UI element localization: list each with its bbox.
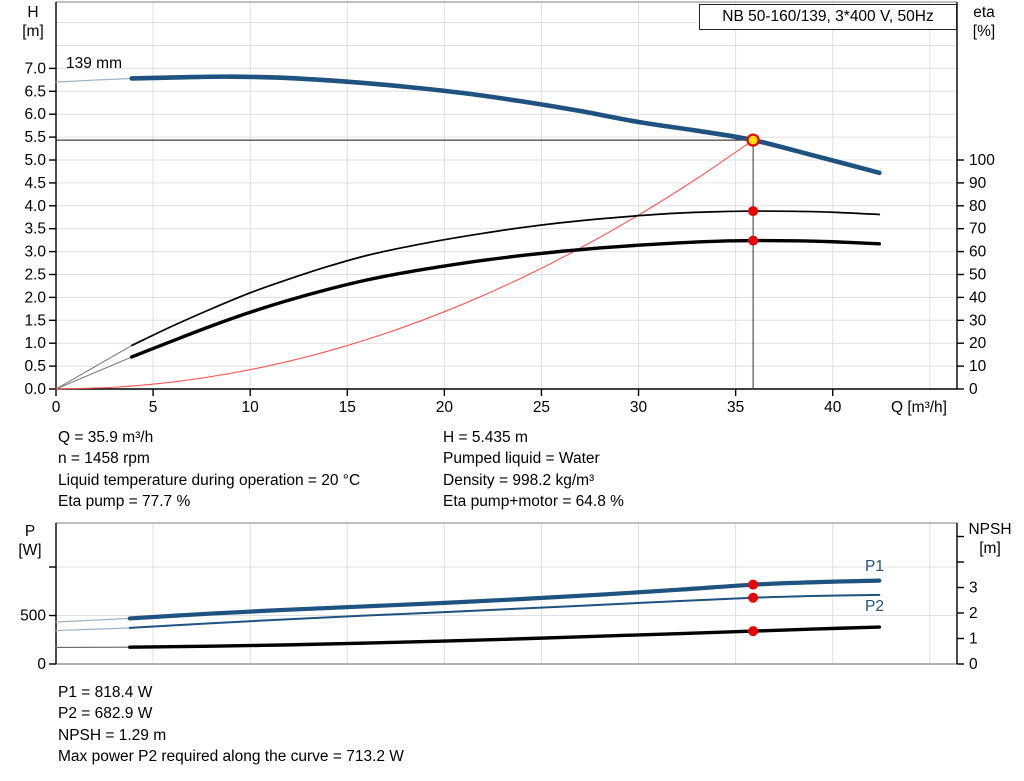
tick-label-right: 0 <box>969 656 978 673</box>
tick-label-left: 2.5 <box>24 267 46 284</box>
p-axis-title: P [W] <box>18 523 42 559</box>
tick-label-x: 20 <box>436 399 454 416</box>
power-info: P1 = 818.4 W P2 = 682.9 W NPSH = 1.29 m … <box>58 682 404 767</box>
tick-label-right: 10 <box>969 358 987 375</box>
info-eta-pump: Eta pump = 77.7 % <box>58 492 191 510</box>
tick-label-left: 4.5 <box>24 175 46 192</box>
tick-label-right: 90 <box>969 175 987 192</box>
p1-curve-label: P1 <box>865 558 884 575</box>
tick-label-left: 1.0 <box>24 335 46 352</box>
duty-dot-p1 <box>748 579 759 590</box>
tick-label-right: 50 <box>969 267 987 284</box>
tick-label-left: 5.0 <box>24 152 46 169</box>
p1-curve-lead <box>55 617 131 623</box>
tick-label-x: 25 <box>533 399 550 416</box>
tick-label-left: 5.5 <box>24 129 46 146</box>
tick-label-left: 3.5 <box>24 221 46 238</box>
tick-label-left: 1.5 <box>24 312 46 329</box>
tick-label-left: 0.0 <box>24 381 46 398</box>
duty-dot-npsh <box>748 626 759 637</box>
p1-curve <box>127 578 882 621</box>
info-eta-pump-motor: Eta pump+motor = 64.8 % <box>443 492 624 510</box>
tick-label-right: 40 <box>969 289 987 306</box>
tick-label-right: 100 <box>969 152 995 169</box>
tick-label-right: 1 <box>969 631 978 648</box>
tick-label-right: 80 <box>969 198 987 215</box>
head-curve-lead <box>55 77 133 83</box>
operating-point[interactable] <box>746 133 760 147</box>
tick-label-left: 0 <box>37 656 46 673</box>
h-axis-title: H [m] <box>22 4 44 40</box>
tick-label-left: 2.0 <box>24 289 46 306</box>
info-density: Density = 998.2 kg/m³ <box>443 471 595 489</box>
tick-label-left: 0.5 <box>24 358 46 375</box>
tick-label-x: 30 <box>630 399 648 416</box>
tick-label-x: 40 <box>824 399 842 416</box>
eta-pump-lead <box>55 344 133 390</box>
p2-curve-label: P2 <box>865 598 884 615</box>
q-axis-title: Q [m³/h] <box>891 399 947 416</box>
info-speed: n = 1458 rpm <box>58 450 150 468</box>
pump-title-box: NB 50-160/139, 3*400 V, 50Hz <box>699 4 957 30</box>
system-curve <box>55 139 754 390</box>
eta-axis-title: eta [%] <box>972 4 996 40</box>
info-p2: P2 = 682.9 W <box>58 705 153 723</box>
impeller-size-label: 139 mm <box>66 55 122 72</box>
duty-dot-eta-pump <box>748 206 759 217</box>
info-liquid: Pumped liquid = Water <box>443 450 600 468</box>
p2-curve-lead <box>55 627 131 632</box>
info-npsh: NPSH = 1.29 m <box>58 726 167 744</box>
tick-label-left: 6.5 <box>24 83 46 100</box>
tick-label-right: 0 <box>969 381 978 398</box>
tick-label-right: 30 <box>969 312 987 329</box>
tick-label-x: 35 <box>727 399 744 416</box>
tick-label-right: 3 <box>969 580 978 597</box>
info-temperature: Liquid temperature during operation = 20… <box>58 471 361 489</box>
duty-info-left: Q = 35.9 m³/h n = 1458 rpm Liquid temper… <box>58 427 360 512</box>
tick-label-x: 15 <box>339 399 356 416</box>
npsh-axis-title: NPSH [m] <box>968 521 1012 557</box>
info-max-power: Max power P2 required along the curve = … <box>58 747 404 765</box>
info-p1: P1 = 818.4 W <box>58 684 153 701</box>
tick-label-right: 20 <box>969 335 987 352</box>
tick-label-left: 4.0 <box>24 198 46 215</box>
tick-label-left: 500 <box>20 608 46 625</box>
tick-label-right: 2 <box>969 605 978 622</box>
duty-dot-eta-pump-motor <box>748 235 759 246</box>
duty-dot-p2 <box>748 592 759 603</box>
tick-label-right: 60 <box>969 244 987 261</box>
tick-label-x: 10 <box>242 399 260 416</box>
p2-curve <box>128 593 881 629</box>
tick-label-left: 3.0 <box>24 244 46 261</box>
tick-label-x: 5 <box>149 399 158 416</box>
tick-label-right: 70 <box>969 221 987 238</box>
tick-label-left: 6.0 <box>24 106 46 123</box>
tick-label-x: 0 <box>52 399 61 416</box>
eta-pump-motor-curve <box>130 238 882 359</box>
info-q: Q = 35.9 m³/h <box>58 429 154 446</box>
tick-label-left: 7.0 <box>24 60 46 77</box>
npsh-curve <box>128 625 882 649</box>
eta-pump-curve <box>130 210 881 347</box>
eta-pump-motor-lead <box>55 356 133 390</box>
info-head: H = 5.435 m <box>443 429 528 446</box>
duty-info-right: H = 5.435 m Pumped liquid = Water Densit… <box>443 427 624 512</box>
